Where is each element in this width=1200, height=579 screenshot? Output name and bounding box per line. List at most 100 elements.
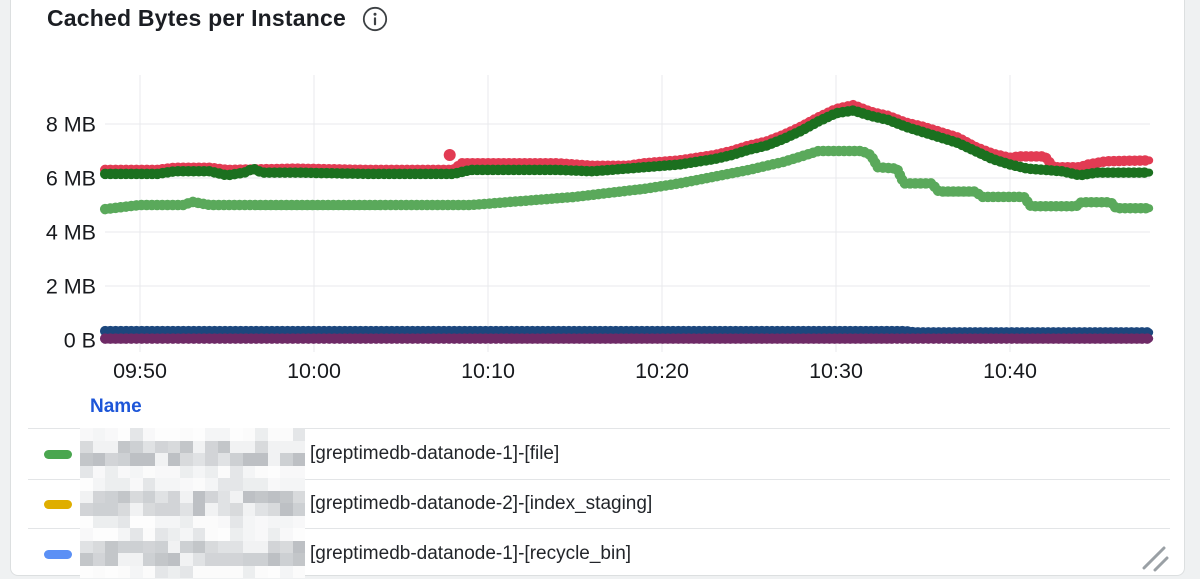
panel-header: Cached Bytes per Instance <box>47 5 388 32</box>
mosaic-cell <box>280 440 293 453</box>
mosaic-cell <box>205 565 218 578</box>
mosaic-cell <box>142 515 155 528</box>
mosaic-cell <box>142 490 155 503</box>
mosaic-cell <box>155 465 168 478</box>
series-color-dash-icon <box>44 550 72 559</box>
x-axis-tick-label: 10:10 <box>461 359 515 383</box>
mosaic-cell <box>105 465 118 478</box>
mosaic-cell <box>242 503 255 516</box>
mosaic-cell <box>217 490 230 503</box>
mosaic-cell <box>167 540 180 553</box>
y-axis-tick-label: 6 MB <box>46 167 96 191</box>
x-axis-tick-label: 10:30 <box>809 359 863 383</box>
mosaic-cell <box>292 515 305 528</box>
outlier-point <box>443 149 456 162</box>
legend-row[interactable]: [greptimedb-datanode-1]-[recycle_bin] <box>0 529 1200 579</box>
mosaic-cell <box>205 515 218 528</box>
mosaic-cell <box>80 453 93 466</box>
info-icon[interactable] <box>362 6 388 32</box>
legend-column-name[interactable]: Name <box>90 396 142 417</box>
mosaic-cell <box>205 503 218 516</box>
chart-area[interactable]: 8 MB 6 MB 4 MB 2 MB 0 B 09:50 10:00 10:10 10:20 1… <box>0 0 1200 395</box>
mosaic-cell <box>292 490 305 503</box>
mosaic-cell <box>180 553 193 566</box>
mosaic-cell <box>192 503 205 516</box>
mosaic-cell <box>155 565 168 578</box>
mosaic-cell <box>255 465 268 478</box>
mosaic-cell <box>192 440 205 453</box>
mosaic-cell <box>242 528 255 541</box>
mosaic-cell <box>92 515 105 528</box>
mosaic-cell <box>105 528 118 541</box>
series-color-dash-icon <box>44 450 72 459</box>
legend-series-label: [greptimedb-datanode-2]-[index_staging] <box>310 493 653 514</box>
mosaic-cell <box>92 540 105 553</box>
mosaic-cell <box>255 565 268 578</box>
mosaic-cell <box>155 478 168 491</box>
resize-handle-icon[interactable] <box>1142 546 1170 572</box>
mosaic-cell <box>180 478 193 491</box>
mosaic-cell <box>217 515 230 528</box>
mosaic-cell <box>105 565 118 578</box>
mosaic-cell <box>192 490 205 503</box>
mosaic-cell <box>242 440 255 453</box>
mosaic-cell <box>92 465 105 478</box>
mosaic-cell <box>230 440 243 453</box>
mosaic-cell <box>105 478 118 491</box>
mosaic-cell <box>117 428 130 441</box>
mosaic-cell <box>267 465 280 478</box>
mosaic-cell <box>292 465 305 478</box>
legend-row-divider <box>28 528 1170 529</box>
mosaic-cell <box>155 428 168 441</box>
mosaic-cell <box>142 440 155 453</box>
mosaic-cell <box>205 490 218 503</box>
legend-table: Name [greptimedb-datanode-1]-[file] [grep… <box>0 388 1200 578</box>
legend-row[interactable]: [greptimedb-datanode-1]-[file] <box>0 429 1200 479</box>
mosaic-cell <box>280 478 293 491</box>
mosaic-cell <box>280 490 293 503</box>
mosaic-cell <box>292 440 305 453</box>
mosaic-cell <box>155 490 168 503</box>
mosaic-cell <box>130 465 143 478</box>
mosaic-cell <box>105 515 118 528</box>
mosaic-cell <box>292 565 305 578</box>
mosaic-cell <box>205 465 218 478</box>
mosaic-cell <box>230 565 243 578</box>
mosaic-cell <box>105 440 118 453</box>
mosaic-cell <box>242 553 255 566</box>
mosaic-cell <box>155 528 168 541</box>
mosaic-cell <box>267 478 280 491</box>
mosaic-cell <box>192 565 205 578</box>
mosaic-cell <box>80 428 93 441</box>
mosaic-cell <box>130 528 143 541</box>
mosaic-cell <box>167 565 180 578</box>
mosaic-cell <box>117 540 130 553</box>
mosaic-cell <box>167 453 180 466</box>
series-dots-dark-green-series <box>99 105 1155 181</box>
mosaic-cell <box>180 490 193 503</box>
mosaic-cell <box>142 503 155 516</box>
mosaic-cell <box>167 553 180 566</box>
mosaic-cell <box>92 428 105 441</box>
mosaic-cell <box>217 540 230 553</box>
mosaic-cell <box>255 478 268 491</box>
mosaic-cell <box>92 528 105 541</box>
mosaic-cell <box>267 503 280 516</box>
mosaic-cell <box>105 453 118 466</box>
mosaic-cell <box>142 528 155 541</box>
mosaic-cell <box>167 528 180 541</box>
mosaic-cell <box>130 540 143 553</box>
mosaic-cell <box>80 440 93 453</box>
mosaic-cell <box>180 428 193 441</box>
legend-row[interactable]: [greptimedb-datanode-2]-[index_staging] <box>0 479 1200 529</box>
x-axis-tick-label: 10:20 <box>635 359 689 383</box>
mosaic-cell <box>105 540 118 553</box>
mosaic-cell <box>130 440 143 453</box>
mosaic-cell <box>292 478 305 491</box>
mosaic-cell <box>130 490 143 503</box>
legend-series-label: [greptimedb-datanode-1]-[file] <box>310 443 560 464</box>
legend-series-label: [greptimedb-datanode-1]-[recycle_bin] <box>310 543 632 564</box>
mosaic-cell <box>217 553 230 566</box>
mosaic-cell <box>117 478 130 491</box>
